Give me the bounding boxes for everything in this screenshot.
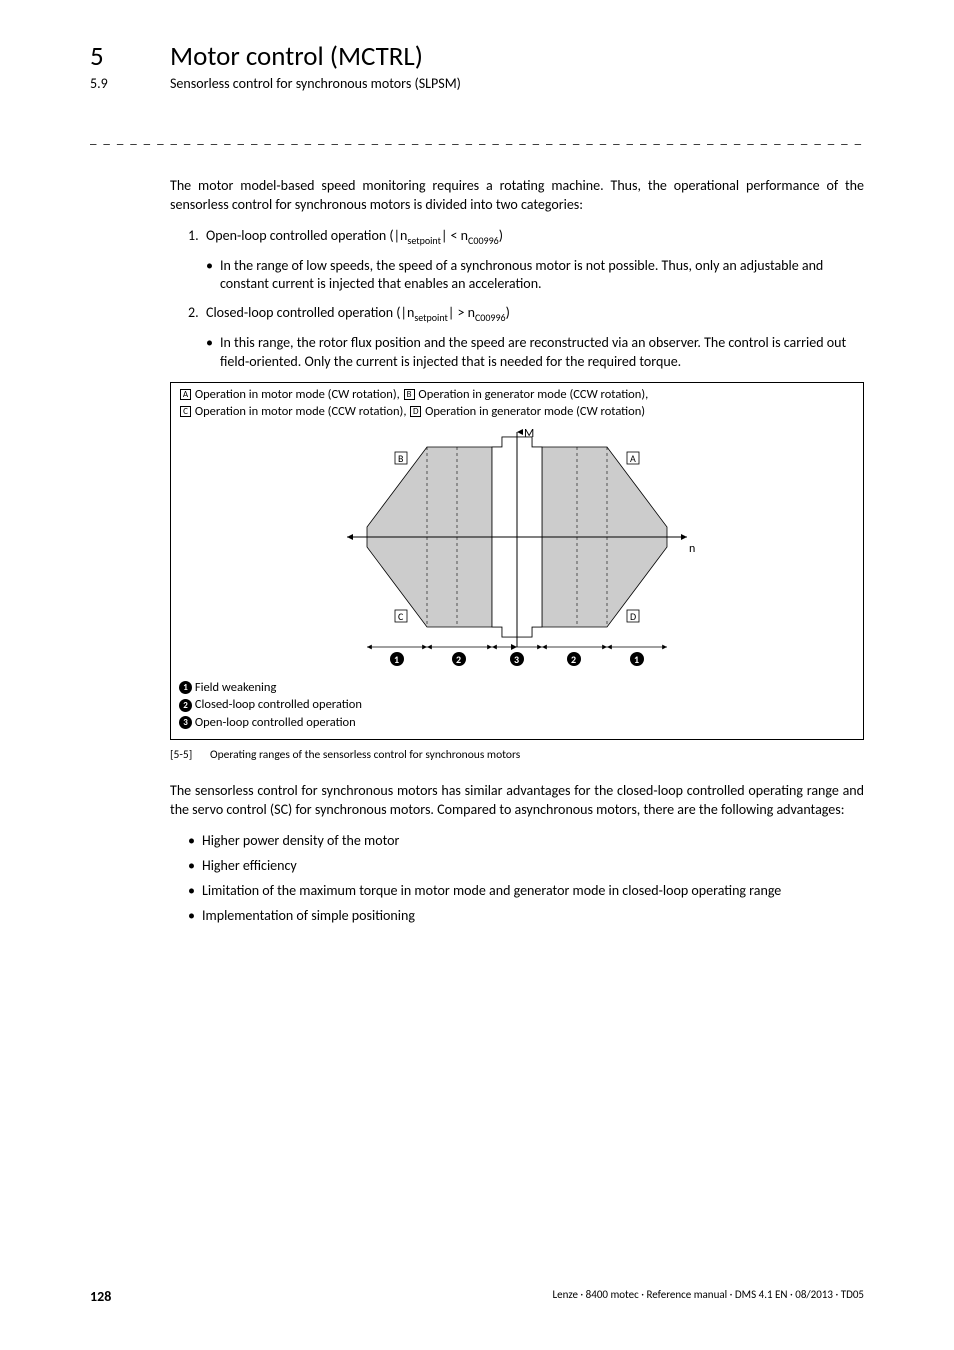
svg-text:C: C bbox=[398, 610, 404, 623]
figure-caption: [5-5] Operating ranges of the sensorless… bbox=[170, 748, 864, 762]
svg-text:A: A bbox=[630, 452, 636, 465]
advantage-item: •Higher efficiency bbox=[188, 857, 864, 876]
advantages-list: •Higher power density of the motor •High… bbox=[188, 832, 864, 926]
page-number: 128 bbox=[90, 1288, 111, 1305]
svg-text:1: 1 bbox=[394, 653, 399, 666]
quad-label-c: C bbox=[180, 406, 191, 417]
figure-diagram: M n A B C D bbox=[179, 427, 855, 673]
svg-text:3: 3 bbox=[514, 653, 519, 666]
divider: _ _ _ _ _ _ _ _ _ _ _ _ _ _ _ _ _ _ _ _ … bbox=[90, 132, 864, 147]
advantages-intro: The sensorless control for synchronous m… bbox=[170, 782, 864, 820]
quad-label-a: A bbox=[180, 389, 191, 400]
figure-bottom-legend: 1 Field weakening 2 Closed-loop controll… bbox=[179, 679, 855, 732]
axis-label-m: M bbox=[524, 427, 534, 441]
quad-label-b: B bbox=[404, 389, 415, 400]
svg-text:B: B bbox=[398, 452, 404, 465]
svg-text:2: 2 bbox=[571, 653, 576, 666]
axis-label-n: n bbox=[689, 542, 695, 556]
advantage-item: •Limitation of the maximum torque in mot… bbox=[188, 882, 864, 901]
content-body: The motor model-based speed monitoring r… bbox=[170, 177, 864, 925]
sub-bullet-2: •In this range, the rotor flux position … bbox=[206, 334, 864, 372]
page-header: 5 Motor control (MCTRL) 5.9 Sensorless c… bbox=[90, 40, 864, 92]
numbered-item-2: 2.Closed-loop controlled operation (|nse… bbox=[188, 304, 864, 324]
intro-paragraph: The motor model-based speed monitoring r… bbox=[170, 177, 864, 215]
advantage-item: •Higher power density of the motor bbox=[188, 832, 864, 851]
quad-label-d: D bbox=[410, 406, 421, 417]
page-footer: 128 Lenze · 8400 motec · Reference manua… bbox=[90, 1288, 864, 1305]
svg-text:2: 2 bbox=[456, 653, 461, 666]
section-title: Sensorless control for synchronous motor… bbox=[170, 75, 461, 92]
chapter-number: 5 bbox=[90, 40, 170, 73]
figure-box: A Operation in motor mode (CW rotation),… bbox=[170, 382, 864, 740]
numbered-item-1: 1.Open-loop controlled operation (|nsetp… bbox=[188, 227, 864, 247]
figure-top-legend: A Operation in motor mode (CW rotation),… bbox=[179, 387, 855, 421]
sub-bullet-1: •In the range of low speeds, the speed o… bbox=[206, 257, 864, 295]
svg-text:D: D bbox=[630, 610, 636, 623]
footer-text: Lenze · 8400 motec · Reference manual · … bbox=[552, 1288, 864, 1301]
advantage-item: •Implementation of simple positioning bbox=[188, 907, 864, 926]
chapter-title: Motor control (MCTRL) bbox=[170, 40, 423, 73]
section-number: 5.9 bbox=[90, 75, 170, 92]
svg-text:1: 1 bbox=[634, 653, 639, 666]
